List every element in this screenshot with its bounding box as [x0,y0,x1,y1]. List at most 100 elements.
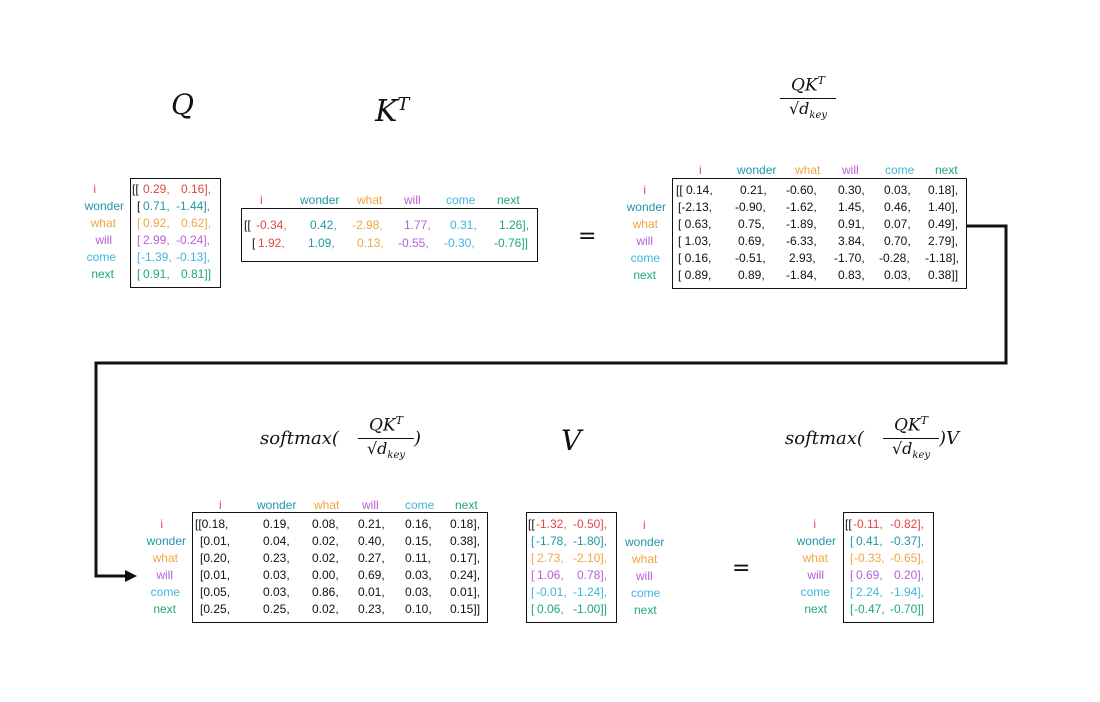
v-title: V [561,424,582,457]
equals-sign: = [578,224,597,249]
scores-row-label: next [633,268,656,282]
arrow-head [125,570,137,582]
scores-col-header: i [699,163,702,177]
q-matrix-row: [0.92, 0.62], [137,216,212,230]
v-matrix-row: [-1.78, -1.80], [531,534,608,548]
v-matrix-row: [-0.01, -1.24], [531,585,608,599]
scores-col-header: wonder [737,163,777,177]
scores-matrix-row: [ 0.16, -0.51, 2.93, -1.70, -0.28, -1.18], [678,251,960,265]
kt-matrix-row: [ 1.92, 1.09, 0.13, -0.55, -0.30, -0.76]… [252,236,529,250]
output-matrix-row: [[-0.11, -0.82], [845,517,925,531]
kt-col-header: i [260,193,263,207]
output-matrix-row: [0.41, -0.37], [850,534,925,548]
scores-col-header: what [795,163,821,177]
output-row-label: i [813,517,816,531]
kt-title: KT [375,94,409,129]
output-prefix: softmax( [785,428,864,449]
softmax-col-header: come [405,498,435,512]
scores-matrix: [[ 0.14, 0.21, -0.60, 0.30, 0.03, 0.18], [-2.… [672,178,967,289]
output-fraction: QKT √dkey [879,414,943,461]
kt-matrix: [[ -0.34, 0.42, -2.98, 1.77, 0.31, 1.26]… [241,208,538,262]
scaled-title-denominator: √dkey [788,98,828,122]
kt-title-base: K [375,94,398,129]
output-suffix: )V [939,428,960,449]
q-matrix-row: [0.91, 0.81]] [137,267,212,281]
kt-matrix-row: [[ -0.34, 0.42, -2.98, 1.77, 0.31, 1.26]… [244,218,530,232]
output-row-label: what [802,551,828,565]
scores-row-label: i [643,183,646,197]
v-matrix-row: [1.06, 0.78], [531,568,608,582]
scores-row-label: what [632,217,658,231]
scores-row-label: come [630,251,660,265]
softmax-matrix-row: [0.05, 0.03, 0.86, 0.01, 0.03, 0.01], [200,585,481,599]
softmax-fraction: QKT √dkey [354,414,418,461]
kt-col-header: next [497,193,520,207]
softmax-row-label: come [150,585,180,599]
softmax-col-header: will [362,498,379,512]
v-matrix: [[-1.32, -0.50], [-1.78, -1.80], [2.73, -2.… [526,512,617,623]
scores-row-label: wonder [626,200,666,214]
v-row-label: come [631,586,661,600]
q-matrix-row: [-1.39, -0.13], [137,250,211,264]
softmax-matrix-row: [0.25, 0.25, 0.02, 0.23, 0.10, 0.15]] [200,602,481,616]
softmax-col-header: what [314,498,340,512]
scores-col-header: come [885,163,915,177]
softmax-col-header: next [455,498,478,512]
v-row-label: wonder [625,535,665,549]
q-matrix-row: [0.71, -1.44], [137,199,211,213]
scores-col-header: will [842,163,859,177]
output-row-label: next [804,602,827,616]
scaled-scores-title: QKT √dkey [776,74,840,121]
v-row-label: what [632,552,658,566]
softmax-matrix-row: [[0.18, 0.19, 0.08, 0.21, 0.16, 0.18], [195,517,481,531]
output-matrix: [[-0.11, -0.82], [0.41, -0.37], [-0.33, -0.… [843,512,934,623]
scaled-title-numerator: QKT [791,74,825,96]
scores-matrix-row: [ 1.03, 0.69, -6.33, 3.84, 0.70, 2.79], [678,234,959,248]
equals-sign: = [732,556,751,581]
q-row-label: next [91,267,114,281]
v-row-label: i [643,518,646,532]
q-matrix: [[0.29, 0.16], [0.71, -1.44], [0.92, 0.62],… [130,178,221,288]
output-row-label: come [800,585,830,599]
output-row-label: will [807,568,824,582]
v-row-label: will [636,569,653,583]
scores-matrix-row: [-2.13, -0.90, -1.62, 1.45, 0.46, 1.40], [678,200,959,214]
output-row-label: wonder [796,534,836,548]
softmax-col-header: i [219,498,222,512]
softmax-matrix-row: [0.01, 0.03, 0.00, 0.69, 0.03, 0.24], [200,568,481,582]
kt-col-header: come [446,193,476,207]
scores-matrix-row: [[ 0.14, 0.21, -0.60, 0.30, 0.03, 0.18], [676,183,959,197]
output-matrix-row: [-0.33, -0.65], [850,551,925,565]
output-matrix-row: [0.69, 0.20], [850,568,925,582]
softmax-matrix: [[0.18, 0.19, 0.08, 0.21, 0.16, 0.18], [0.01,… [192,512,488,623]
q-row-label: wonder [84,199,124,213]
softmax-row-label: what [152,551,178,565]
q-row-label: come [86,250,116,264]
kt-col-header: what [357,193,383,207]
q-row-label: will [95,233,112,247]
scores-col-header: next [935,163,958,177]
softmax-row-label: will [156,568,173,582]
q-matrix-row: [[0.29, 0.16], [132,182,212,196]
scores-matrix-row: [ 0.89, 0.89, -1.84, 0.83, 0.03, 0.38]] [678,268,959,282]
scores-row-label: will [636,234,653,248]
v-matrix-row: [2.73, -2.10], [531,551,608,565]
q-row-label: i [93,182,96,196]
fraction-bar [780,98,836,99]
softmax-matrix-row: [0.20, 0.23, 0.02, 0.27, 0.11, 0.17], [200,551,481,565]
v-matrix-row: [0.06, -1.00]] [531,602,608,616]
scores-matrix-row: [ 0.63, 0.75, -1.89, 0.91, 0.07, 0.49], [678,217,959,231]
softmax-row-label: i [160,517,163,531]
v-row-label: next [634,603,657,617]
connector-line [94,224,1008,578]
kt-title-sup: T [397,94,410,115]
kt-col-header: wonder [300,193,340,207]
v-matrix-row: [[-1.32, -0.50], [528,517,608,531]
softmax-col-header: wonder [257,498,297,512]
softmax-row-label: wonder [146,534,186,548]
kt-col-header: will [404,193,421,207]
output-matrix-row: [-0.47, -0.70]] [850,602,925,616]
q-title: Q [171,88,194,121]
softmax-prefix: softmax( [260,428,339,449]
